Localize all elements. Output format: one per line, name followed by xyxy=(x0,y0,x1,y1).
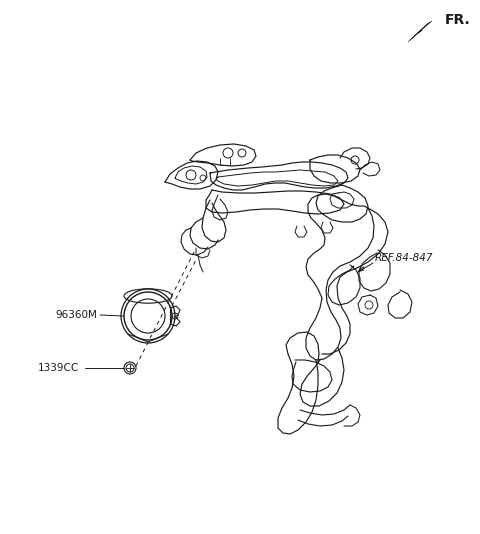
Text: 96360M: 96360M xyxy=(55,310,97,320)
Text: FR.: FR. xyxy=(445,13,471,27)
Polygon shape xyxy=(408,21,432,42)
Text: REF.84-847: REF.84-847 xyxy=(375,253,433,263)
Text: 1339CC: 1339CC xyxy=(38,363,79,373)
